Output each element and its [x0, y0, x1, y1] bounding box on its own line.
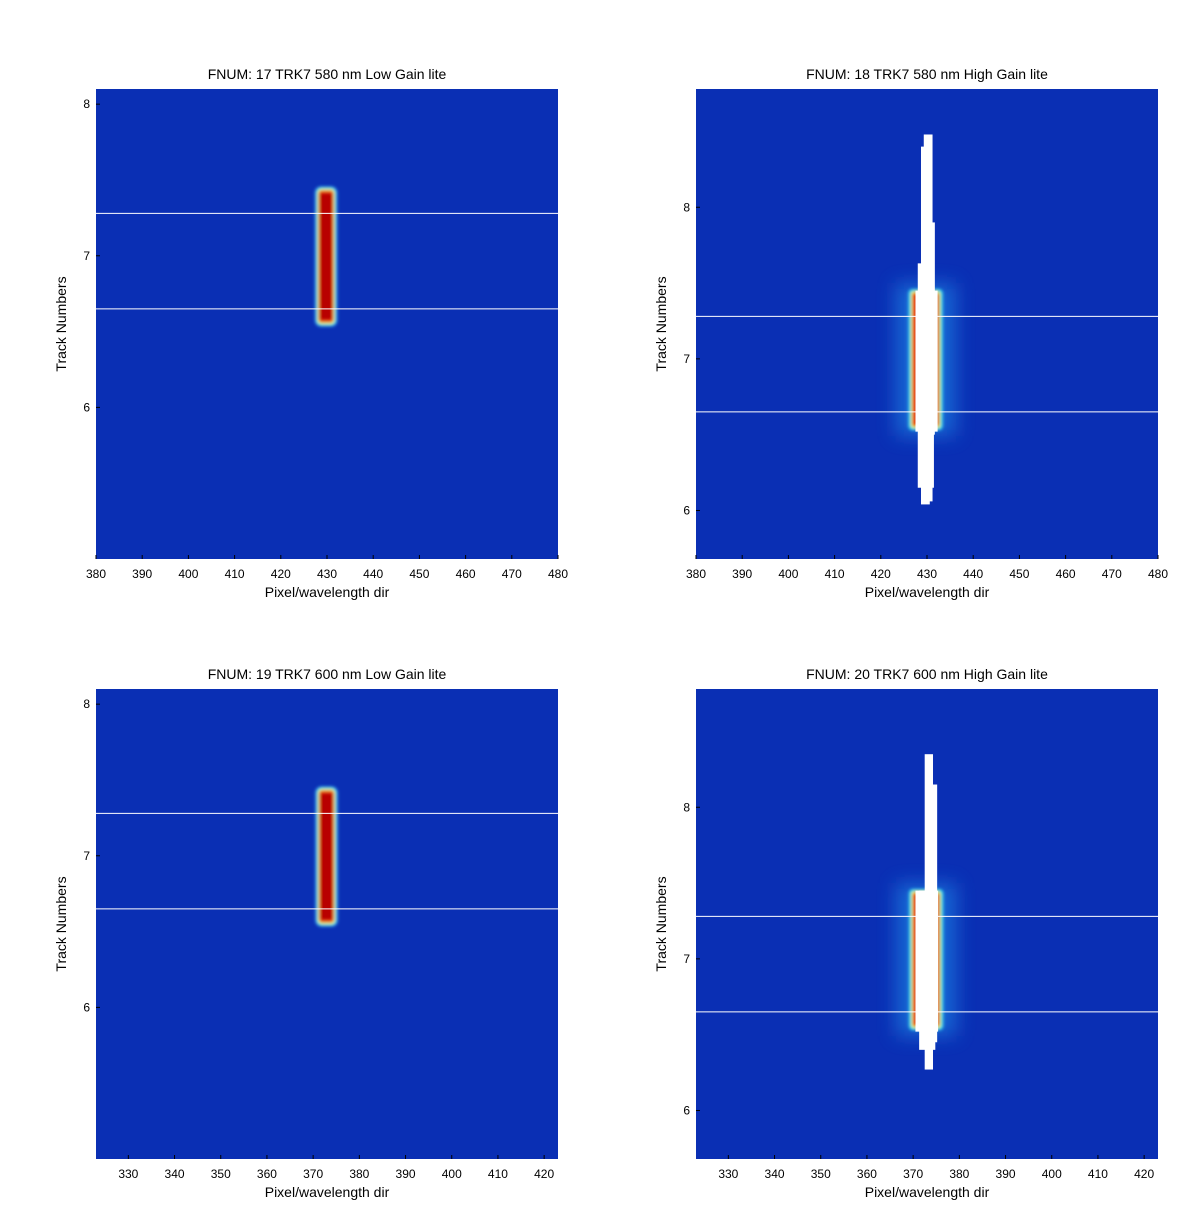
- y-tick-label: 7: [83, 849, 90, 863]
- y-tick-label: 7: [683, 352, 690, 366]
- y-tick-label: 6: [83, 400, 90, 414]
- x-tick-label: 400: [1042, 1167, 1062, 1181]
- plot-panel-1: FNUM: 17 TRK7 580 nm Low Gain lite 380 390…: [0, 0, 600, 600]
- plot-panel-4: FNUM: 20 TRK7 600 nm High Gain lite 330 34…: [600, 600, 1200, 1200]
- x-tick-label: 420: [534, 1167, 554, 1181]
- x-tick-label: 380: [686, 567, 706, 581]
- y-tick-label: 8: [683, 200, 690, 214]
- x-tick-label: 480: [1148, 567, 1168, 581]
- y-tick-label: 7: [683, 952, 690, 966]
- x-tick-label: 410: [825, 567, 845, 581]
- spot-group: [315, 786, 338, 927]
- x-tick-label: 350: [811, 1167, 831, 1181]
- y-axis-label: Track Numbers: [653, 876, 669, 971]
- plot-title: FNUM: 19 TRK7 600 nm Low Gain lite: [208, 666, 447, 682]
- x-tick-label: 400: [778, 567, 798, 581]
- plot-title: FNUM: 18 TRK7 580 nm High Gain lite: [806, 66, 1048, 82]
- x-tick-label: 340: [765, 1167, 785, 1181]
- x-tick-label: 480: [548, 567, 568, 581]
- x-tick-label: 330: [118, 1167, 138, 1181]
- x-tick-label: 400: [442, 1167, 462, 1181]
- x-tick-label: 450: [1009, 567, 1029, 581]
- heatmap-content: [96, 186, 558, 327]
- x-tick-label: 390: [132, 567, 152, 581]
- y-tick-label: 6: [683, 503, 690, 517]
- heatmap-content: [96, 786, 558, 927]
- plot-panel-2: FNUM: 18 TRK7 580 nm High Gain lite 380 39…: [600, 0, 1200, 600]
- x-tick-label: 460: [456, 567, 476, 581]
- heatmap-content: [696, 754, 1158, 1070]
- x-tick-label: 420: [871, 567, 891, 581]
- x-axis-label: Pixel/wavelength dir: [865, 584, 990, 600]
- x-tick-label: 430: [917, 567, 937, 581]
- saturated-block: [924, 754, 934, 1070]
- x-axis-label: Pixel/wavelength dir: [265, 1184, 390, 1200]
- x-tick-label: 330: [718, 1167, 738, 1181]
- x-tick-label: 470: [1102, 567, 1122, 581]
- x-tick-label: 340: [165, 1167, 185, 1181]
- saturated-block: [929, 784, 938, 1043]
- x-tick-label: 360: [257, 1167, 277, 1181]
- y-tick-label: 8: [83, 697, 90, 711]
- x-tick-label: 410: [225, 567, 245, 581]
- heatmap-content: [696, 134, 1158, 505]
- x-tick-label: 400: [178, 567, 198, 581]
- plot-title: FNUM: 20 TRK7 600 nm High Gain lite: [806, 666, 1048, 682]
- y-tick-label: 6: [83, 1000, 90, 1014]
- x-tick-label: 440: [963, 567, 983, 581]
- x-tick-label: 370: [903, 1167, 923, 1181]
- x-tick-label: 380: [349, 1167, 369, 1181]
- plot-3-svg: FNUM: 19 TRK7 600 nm Low Gain lite 330 340…: [53, 666, 558, 1200]
- x-tick-label: 390: [396, 1167, 416, 1181]
- x-tick-label: 450: [409, 567, 429, 581]
- x-tick-label: 440: [363, 567, 383, 581]
- x-tick-label: 380: [949, 1167, 969, 1181]
- plot-4-svg: FNUM: 20 TRK7 600 nm High Gain lite 330 34…: [653, 666, 1158, 1200]
- y-axis-label: Track Numbers: [53, 876, 69, 971]
- x-tick-label: 420: [271, 567, 291, 581]
- y-axis-label: Track Numbers: [653, 276, 669, 371]
- y-axis-label: Track Numbers: [53, 276, 69, 371]
- x-tick-label: 360: [857, 1167, 877, 1181]
- plot-panel-3: FNUM: 19 TRK7 600 nm Low Gain lite 330 340…: [0, 600, 600, 1200]
- x-tick-label: 390: [732, 567, 752, 581]
- y-tick-label: 8: [83, 97, 90, 111]
- plot-2-svg: FNUM: 18 TRK7 580 nm High Gain lite 380 39…: [653, 66, 1168, 600]
- x-tick-label: 460: [1056, 567, 1076, 581]
- x-tick-label: 420: [1134, 1167, 1154, 1181]
- x-tick-label: 410: [488, 1167, 508, 1181]
- x-axis-label: Pixel/wavelength dir: [865, 1184, 990, 1200]
- y-tick-label: 6: [683, 1103, 690, 1117]
- y-tick-label: 7: [83, 249, 90, 263]
- x-tick-label: 390: [996, 1167, 1016, 1181]
- x-tick-label: 380: [86, 567, 106, 581]
- x-tick-label: 350: [211, 1167, 231, 1181]
- plot-1-svg: FNUM: 17 TRK7 580 nm Low Gain lite 380 390…: [53, 66, 568, 600]
- x-tick-label: 370: [303, 1167, 323, 1181]
- x-tick-label: 410: [1088, 1167, 1108, 1181]
- saturated-block: [923, 134, 933, 502]
- plot-title: FNUM: 17 TRK7 580 nm Low Gain lite: [208, 66, 447, 82]
- saturated-block: [929, 222, 935, 435]
- spot-core-darkred: [319, 193, 333, 320]
- spot-group: [314, 186, 338, 327]
- x-axis-label: Pixel/wavelength dir: [265, 584, 390, 600]
- x-tick-label: 430: [317, 567, 337, 581]
- y-tick-label: 8: [683, 800, 690, 814]
- spot-core-darkred: [320, 793, 333, 920]
- x-tick-label: 470: [502, 567, 522, 581]
